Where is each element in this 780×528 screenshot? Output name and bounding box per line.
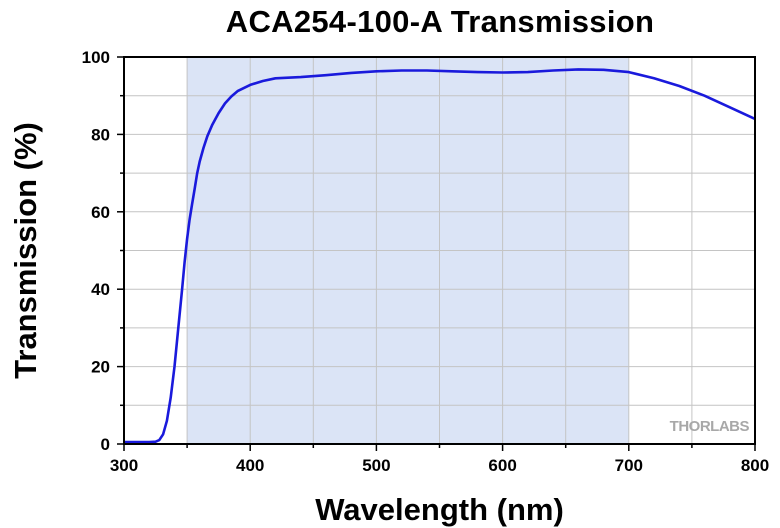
x-tick-label: 500	[362, 456, 390, 475]
x-tick-label: 300	[110, 456, 138, 475]
x-axis-title: Wavelength (nm)	[315, 492, 564, 527]
x-tick-label: 600	[488, 456, 516, 475]
y-tick-label: 60	[91, 203, 110, 222]
grid-lines	[124, 57, 755, 444]
x-tick-label: 400	[236, 456, 264, 475]
y-tick-label: 100	[82, 48, 110, 67]
minor-ticks	[117, 56, 756, 451]
plot-frame	[123, 56, 756, 445]
x-tick-label: 800	[741, 456, 769, 475]
y-tick-label: 20	[91, 358, 110, 377]
x-tick-label: 700	[615, 456, 643, 475]
series-transmission-line	[124, 68, 756, 444]
x-tick-labels: 300 400 500 600 700 800	[110, 456, 769, 475]
thorlabs-watermark: THORLABS	[670, 418, 750, 435]
y-tick-label: 0	[101, 435, 110, 454]
chart-title: ACA254-100-A Transmission	[225, 4, 655, 39]
y-tick-label: 40	[91, 280, 110, 299]
y-tick-label: 80	[91, 125, 110, 144]
y-axis-title: Transmission (%)	[8, 122, 43, 379]
y-tick-labels: 0 20 40 60 80 100	[82, 48, 110, 454]
